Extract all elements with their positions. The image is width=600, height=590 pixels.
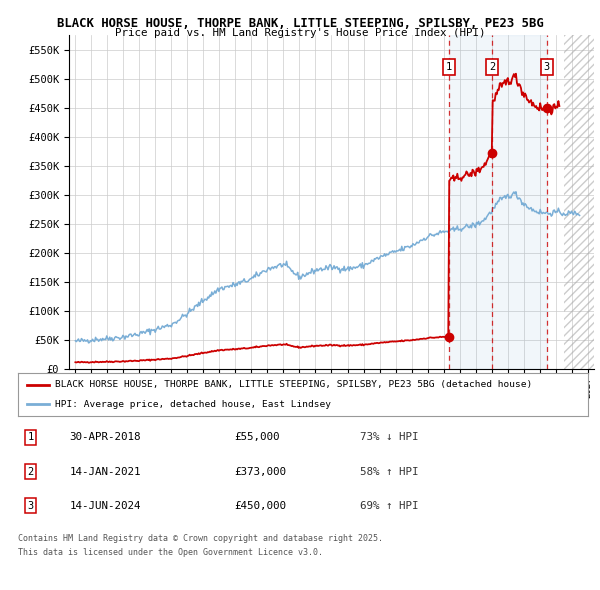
Text: 69% ↑ HPI: 69% ↑ HPI xyxy=(360,501,419,510)
Text: 2: 2 xyxy=(28,467,34,477)
Text: 3: 3 xyxy=(28,501,34,510)
Text: 1: 1 xyxy=(28,432,34,442)
Text: £373,000: £373,000 xyxy=(235,467,287,477)
Text: BLACK HORSE HOUSE, THORPE BANK, LITTLE STEEPING, SPILSBY, PE23 5BG (detached hou: BLACK HORSE HOUSE, THORPE BANK, LITTLE S… xyxy=(55,381,532,389)
Text: 3: 3 xyxy=(544,63,550,73)
Bar xyxy=(563,35,594,369)
Text: £450,000: £450,000 xyxy=(235,501,287,510)
Text: 2: 2 xyxy=(489,63,496,73)
Text: 58% ↑ HPI: 58% ↑ HPI xyxy=(360,467,419,477)
Text: Price paid vs. HM Land Registry's House Price Index (HPI): Price paid vs. HM Land Registry's House … xyxy=(115,28,485,38)
Text: Contains HM Land Registry data © Crown copyright and database right 2025.: Contains HM Land Registry data © Crown c… xyxy=(18,534,383,543)
Bar xyxy=(449,35,547,369)
Text: This data is licensed under the Open Government Licence v3.0.: This data is licensed under the Open Gov… xyxy=(18,548,323,556)
Text: 1: 1 xyxy=(446,63,452,73)
Text: 14-JAN-2021: 14-JAN-2021 xyxy=(70,467,141,477)
Text: £55,000: £55,000 xyxy=(235,432,280,442)
Text: 14-JUN-2024: 14-JUN-2024 xyxy=(70,501,141,510)
Text: 30-APR-2018: 30-APR-2018 xyxy=(70,432,141,442)
Text: BLACK HORSE HOUSE, THORPE BANK, LITTLE STEEPING, SPILSBY, PE23 5BG: BLACK HORSE HOUSE, THORPE BANK, LITTLE S… xyxy=(56,17,544,30)
Text: 73% ↓ HPI: 73% ↓ HPI xyxy=(360,432,419,442)
Text: HPI: Average price, detached house, East Lindsey: HPI: Average price, detached house, East… xyxy=(55,400,331,409)
